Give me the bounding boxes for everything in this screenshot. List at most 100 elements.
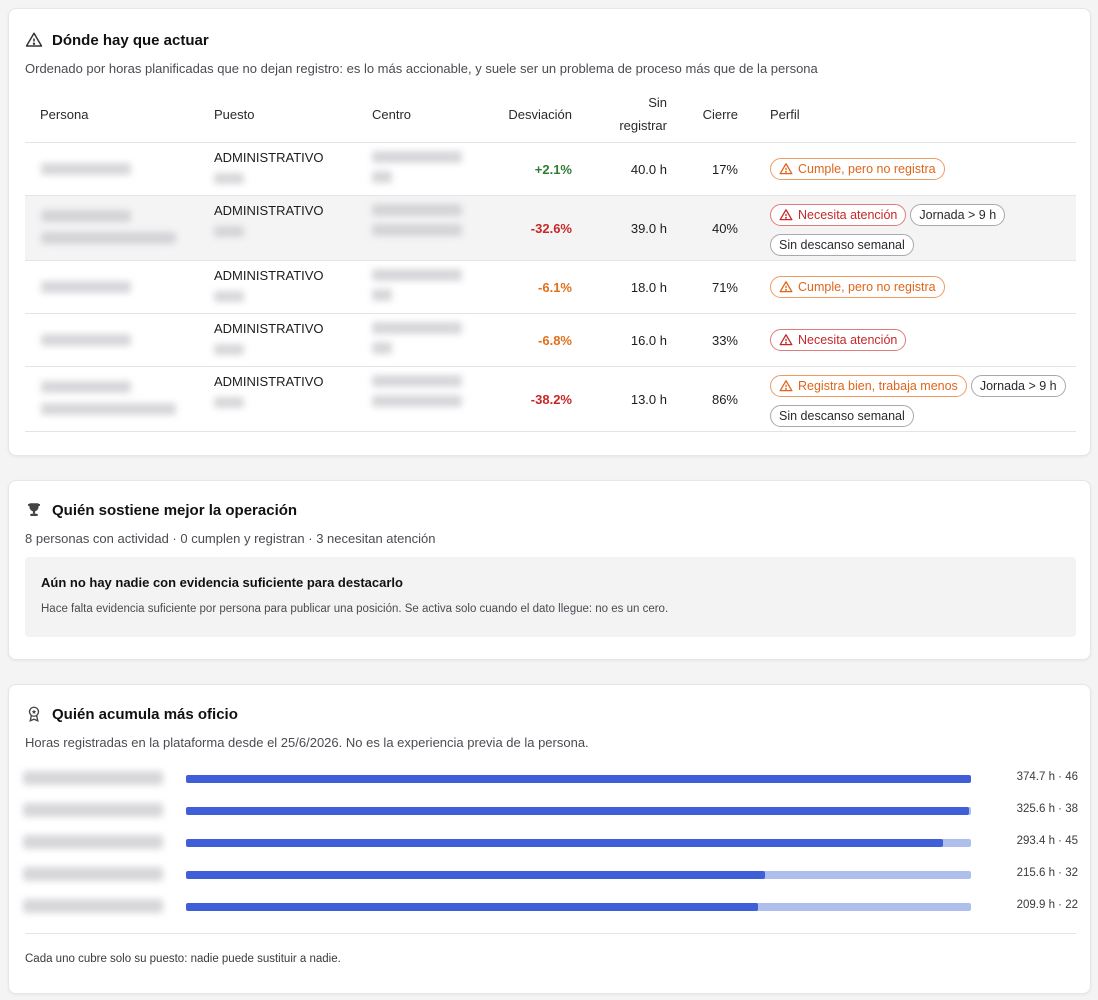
col-puesto[interactable]: Puesto xyxy=(214,107,255,122)
perfil-tag-label: Jornada > 9 h xyxy=(919,208,997,222)
perfil-tag[interactable]: Registra bien, trabaja menos xyxy=(770,375,967,397)
perfil-tag[interactable]: Cumple, pero no registra xyxy=(770,276,945,298)
perfil-tag[interactable]: Jornada > 9 h xyxy=(970,375,1066,397)
sin-registrar-cell: 40.0 h xyxy=(630,162,667,177)
col-desviacion[interactable]: Desviación xyxy=(508,107,572,122)
actuar-title-text: Dónde hay que actuar xyxy=(52,31,209,49)
perfil-tag[interactable]: Necesita atención xyxy=(770,204,907,226)
hours-bar-track xyxy=(186,871,971,879)
operacion-card: Quién sostiene mejor la operación 8 pers… xyxy=(8,480,1091,660)
centro-redacted xyxy=(372,204,462,216)
hours-bar-track xyxy=(186,807,971,815)
centro-redacted xyxy=(372,322,462,334)
table-row[interactable]: ADMINISTRATIVO -32.6% 39.0 h 40% Necesita at… xyxy=(25,196,1076,261)
operacion-title: Quién sostiene mejor la operación xyxy=(25,501,297,519)
puesto-detail-redacted xyxy=(214,173,244,184)
centro-redacted xyxy=(372,171,392,183)
cierre-cell: 86% xyxy=(711,392,738,407)
operacion-title-text: Quién sostiene mejor la operación xyxy=(52,501,298,519)
col-centro[interactable]: Centro xyxy=(372,107,412,122)
desviacion-cell: -6.8% xyxy=(538,333,572,348)
warning-icon xyxy=(779,334,793,346)
perfil-tags: Cumple, pero no registra xyxy=(770,158,1080,180)
table-row[interactable]: ADMINISTRATIVO -38.2% 13.0 h 86% Registra bi… xyxy=(25,367,1076,432)
hours-bar-fill xyxy=(186,775,971,783)
puesto-cell: ADMINISTRATIVO xyxy=(214,203,324,218)
puesto-cell: ADMINISTRATIVO xyxy=(214,374,324,389)
oficio-bar-row: 215.6 h · 32 xyxy=(23,863,1078,885)
oficio-bar-row: 209.9 h · 22 xyxy=(23,895,1078,917)
perfil-tag-label: Sin descanso semanal xyxy=(779,409,905,423)
hours-bar-fill xyxy=(186,807,970,815)
warning-icon xyxy=(25,32,43,47)
perfil-tags: Necesita atención xyxy=(770,329,1080,351)
perfil-tags: Registra bien, trabaja menos Jornada > 9 … xyxy=(770,375,1080,427)
person-name-redacted xyxy=(23,835,163,849)
hours-bar-value: 293.4 h · 45 xyxy=(1016,835,1078,847)
sin-registrar-cell: 16.0 h xyxy=(630,333,667,348)
col-perfil[interactable]: Perfil xyxy=(770,107,800,122)
person-name-redacted xyxy=(23,899,163,913)
centro-redacted xyxy=(372,289,392,301)
table-row[interactable]: ADMINISTRATIVO -6.8% 16.0 h 33% Necesita ate… xyxy=(25,314,1076,367)
col-cierre[interactable]: Cierre xyxy=(702,107,738,122)
hours-bar-value: 209.9 h · 22 xyxy=(1016,899,1078,911)
perfil-tag[interactable]: Cumple, pero no registra xyxy=(770,158,945,180)
actuar-title: Dónde hay que actuar xyxy=(25,31,209,49)
actuar-table: Persona Puesto Centro Desviación Sin reg… xyxy=(25,87,1076,432)
person-name-redacted xyxy=(23,803,163,817)
desviacion-cell: -6.1% xyxy=(538,280,572,295)
empty-state-description: Hace falta evidencia suficiente por pers… xyxy=(41,603,669,615)
desviacion-cell: -38.2% xyxy=(530,392,572,407)
table-row[interactable]: ADMINISTRATIVO -6.1% 18.0 h 71% Cumple, pero… xyxy=(25,261,1076,314)
warning-icon xyxy=(779,281,793,293)
perfil-tag[interactable]: Sin descanso semanal xyxy=(770,234,914,256)
hours-bar-fill xyxy=(186,903,759,911)
perfil-tag[interactable]: Necesita atención xyxy=(770,329,907,351)
persona-name-redacted xyxy=(41,163,131,175)
oficio-bar-row: 374.7 h · 46 xyxy=(23,767,1078,789)
table-header: Persona Puesto Centro Desviación Sin reg… xyxy=(25,87,1076,143)
puesto-detail-redacted xyxy=(214,226,244,237)
perfil-tag[interactable]: Sin descanso semanal xyxy=(770,405,914,427)
perfil-tag[interactable]: Jornada > 9 h xyxy=(910,204,1006,226)
col-sin-registrar[interactable]: Sin registrar xyxy=(585,91,667,137)
perfil-tag-label: Necesita atención xyxy=(798,208,898,222)
cierre-cell: 40% xyxy=(711,221,738,236)
centro-redacted xyxy=(372,151,462,163)
desviacion-cell: -32.6% xyxy=(530,221,572,236)
centro-redacted xyxy=(372,269,462,281)
oficio-bar-row: 293.4 h · 45 xyxy=(23,831,1078,853)
table-body: ADMINISTRATIVO +2.1% 40.0 h 17% Cumple, pero… xyxy=(25,143,1076,432)
puesto-detail-redacted xyxy=(214,291,244,302)
persona-name-redacted xyxy=(41,232,176,244)
puesto-cell: ADMINISTRATIVO xyxy=(214,150,324,165)
hours-bar-fill xyxy=(186,871,765,879)
sin-registrar-cell: 13.0 h xyxy=(630,392,667,407)
perfil-tag-label: Sin descanso semanal xyxy=(779,238,905,252)
perfil-tag-label: Registra bien, trabaja menos xyxy=(798,379,958,393)
puesto-detail-redacted xyxy=(214,397,244,408)
trophy-icon xyxy=(28,503,40,516)
persona-name-redacted xyxy=(41,381,131,393)
warning-icon xyxy=(779,163,793,175)
cierre-cell: 17% xyxy=(711,162,738,177)
medal-icon xyxy=(28,706,40,722)
perfil-tag-label: Necesita atención xyxy=(798,333,898,347)
persona-name-redacted xyxy=(41,281,131,293)
cierre-cell: 33% xyxy=(711,333,738,348)
centro-redacted xyxy=(372,395,462,407)
col-sin-registrar-line1: Sin xyxy=(648,95,667,110)
oficio-title: Quién acumula más oficio xyxy=(25,705,238,723)
centro-redacted xyxy=(372,342,392,354)
divider xyxy=(25,933,1076,934)
col-persona[interactable]: Persona xyxy=(40,107,89,122)
perfil-tags: Cumple, pero no registra xyxy=(770,276,1080,298)
persona-name-redacted xyxy=(41,334,131,346)
centro-redacted xyxy=(372,375,462,387)
actuar-card: Dónde hay que actuar Ordenado por horas … xyxy=(8,8,1091,456)
perfil-tag-label: Cumple, pero no registra xyxy=(798,162,936,176)
empty-state-title: Aún no hay nadie con evidencia suficient… xyxy=(41,575,403,590)
table-row[interactable]: ADMINISTRATIVO +2.1% 40.0 h 17% Cumple, pero… xyxy=(25,143,1076,196)
hours-bar-value: 374.7 h · 46 xyxy=(1016,771,1078,783)
